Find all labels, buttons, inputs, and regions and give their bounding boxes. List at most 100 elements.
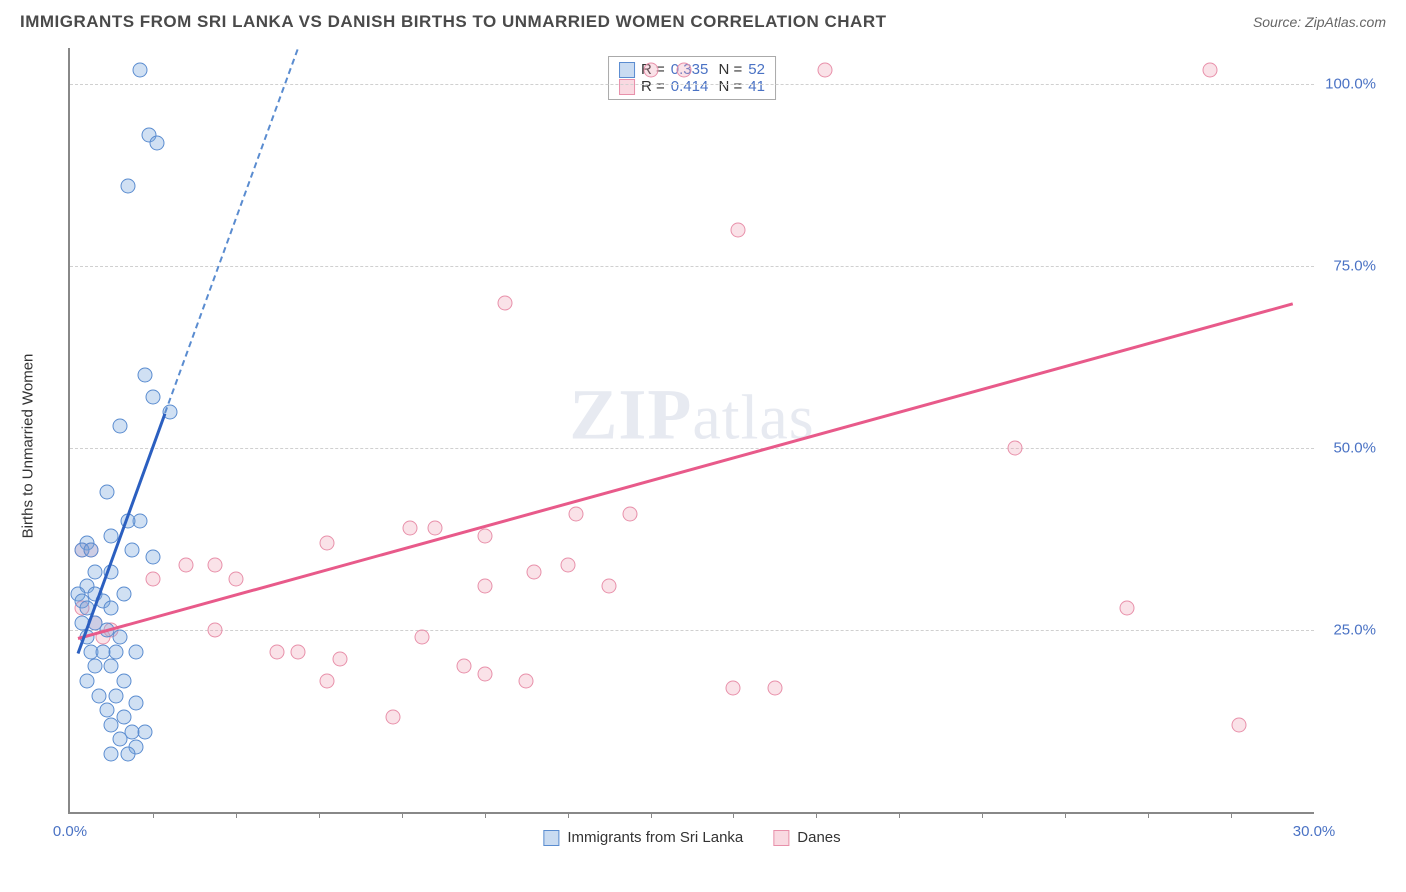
data-point — [145, 550, 160, 565]
data-point — [320, 535, 335, 550]
ytick-label: 50.0% — [1333, 440, 1376, 457]
data-point — [129, 695, 144, 710]
data-point — [208, 557, 223, 572]
xtick-label: 0.0% — [53, 823, 87, 840]
data-point — [291, 644, 306, 659]
data-point — [568, 506, 583, 521]
data-point — [145, 572, 160, 587]
legend-item: Danes — [773, 829, 840, 846]
data-point — [179, 557, 194, 572]
r-value: 0.414 — [671, 78, 709, 95]
data-point — [92, 688, 107, 703]
gridline — [70, 266, 1314, 267]
legend-label: Immigrants from Sri Lanka — [567, 829, 743, 846]
data-point — [643, 62, 658, 77]
data-point — [622, 506, 637, 521]
data-point — [726, 681, 741, 696]
data-point — [208, 623, 223, 638]
data-point — [104, 746, 119, 761]
data-point — [332, 652, 347, 667]
source-label: Source: ZipAtlas.com — [1253, 14, 1386, 30]
trend-line — [78, 303, 1294, 641]
xtick-mark — [1065, 812, 1066, 818]
data-point — [767, 681, 782, 696]
legend: Immigrants from Sri Lanka Danes — [543, 829, 840, 846]
legend-item: Immigrants from Sri Lanka — [543, 829, 743, 846]
xtick-mark — [319, 812, 320, 818]
data-point — [498, 295, 513, 310]
xtick-mark — [1148, 812, 1149, 818]
data-point — [121, 746, 136, 761]
stats-box: R = 0.335 N = 52 R = 0.414 N = 41 — [608, 56, 776, 100]
data-point — [116, 674, 131, 689]
data-point — [83, 543, 98, 558]
data-point — [133, 62, 148, 77]
xtick-mark — [816, 812, 817, 818]
ytick-label: 75.0% — [1333, 258, 1376, 275]
data-point — [456, 659, 471, 674]
data-point — [79, 674, 94, 689]
data-point — [87, 564, 102, 579]
data-point — [108, 688, 123, 703]
data-point — [129, 644, 144, 659]
data-point — [100, 703, 115, 718]
xtick-mark — [402, 812, 403, 818]
stats-row-2: R = 0.414 N = 41 — [619, 78, 765, 95]
data-point — [100, 484, 115, 499]
xtick-label: 30.0% — [1293, 823, 1336, 840]
xtick-mark — [1231, 812, 1232, 818]
swatch-icon — [543, 830, 559, 846]
data-point — [104, 659, 119, 674]
data-point — [150, 135, 165, 150]
data-point — [108, 644, 123, 659]
gridline — [70, 630, 1314, 631]
data-point — [104, 717, 119, 732]
data-point — [112, 419, 127, 434]
xtick-mark — [153, 812, 154, 818]
data-point — [560, 557, 575, 572]
data-point — [112, 732, 127, 747]
data-point — [112, 630, 127, 645]
data-point — [87, 659, 102, 674]
gridline — [70, 448, 1314, 449]
y-axis-label: Births to Unmarried Women — [20, 354, 37, 539]
data-point — [427, 521, 442, 536]
ytick-label: 25.0% — [1333, 622, 1376, 639]
chart-container: Births to Unmarried Women ZIPatlas R = 0… — [48, 48, 1386, 844]
data-point — [116, 586, 131, 601]
data-point — [228, 572, 243, 587]
data-point — [320, 674, 335, 689]
data-point — [104, 601, 119, 616]
data-point — [477, 528, 492, 543]
data-point — [477, 579, 492, 594]
n-value: 41 — [748, 78, 765, 95]
data-point — [1232, 717, 1247, 732]
data-point — [137, 368, 152, 383]
data-point — [602, 579, 617, 594]
data-point — [121, 179, 136, 194]
swatch-icon — [619, 62, 635, 78]
legend-label: Danes — [797, 829, 840, 846]
xtick-mark — [651, 812, 652, 818]
stats-row-1: R = 0.335 N = 52 — [619, 61, 765, 78]
xtick-mark — [733, 812, 734, 818]
data-point — [137, 724, 152, 739]
swatch-icon — [773, 830, 789, 846]
n-value: 52 — [748, 61, 765, 78]
data-point — [477, 666, 492, 681]
data-point — [1120, 601, 1135, 616]
data-point — [519, 674, 534, 689]
header: IMMIGRANTS FROM SRI LANKA VS DANISH BIRT… — [0, 0, 1406, 40]
gridline — [70, 84, 1314, 85]
ytick-label: 100.0% — [1325, 76, 1376, 93]
data-point — [415, 630, 430, 645]
data-point — [145, 390, 160, 405]
data-point — [270, 644, 285, 659]
trend-line — [164, 49, 299, 413]
data-point — [1008, 441, 1023, 456]
xtick-mark — [568, 812, 569, 818]
data-point — [1203, 62, 1218, 77]
chart-title: IMMIGRANTS FROM SRI LANKA VS DANISH BIRT… — [20, 12, 887, 32]
xtick-mark — [982, 812, 983, 818]
data-point — [386, 710, 401, 725]
